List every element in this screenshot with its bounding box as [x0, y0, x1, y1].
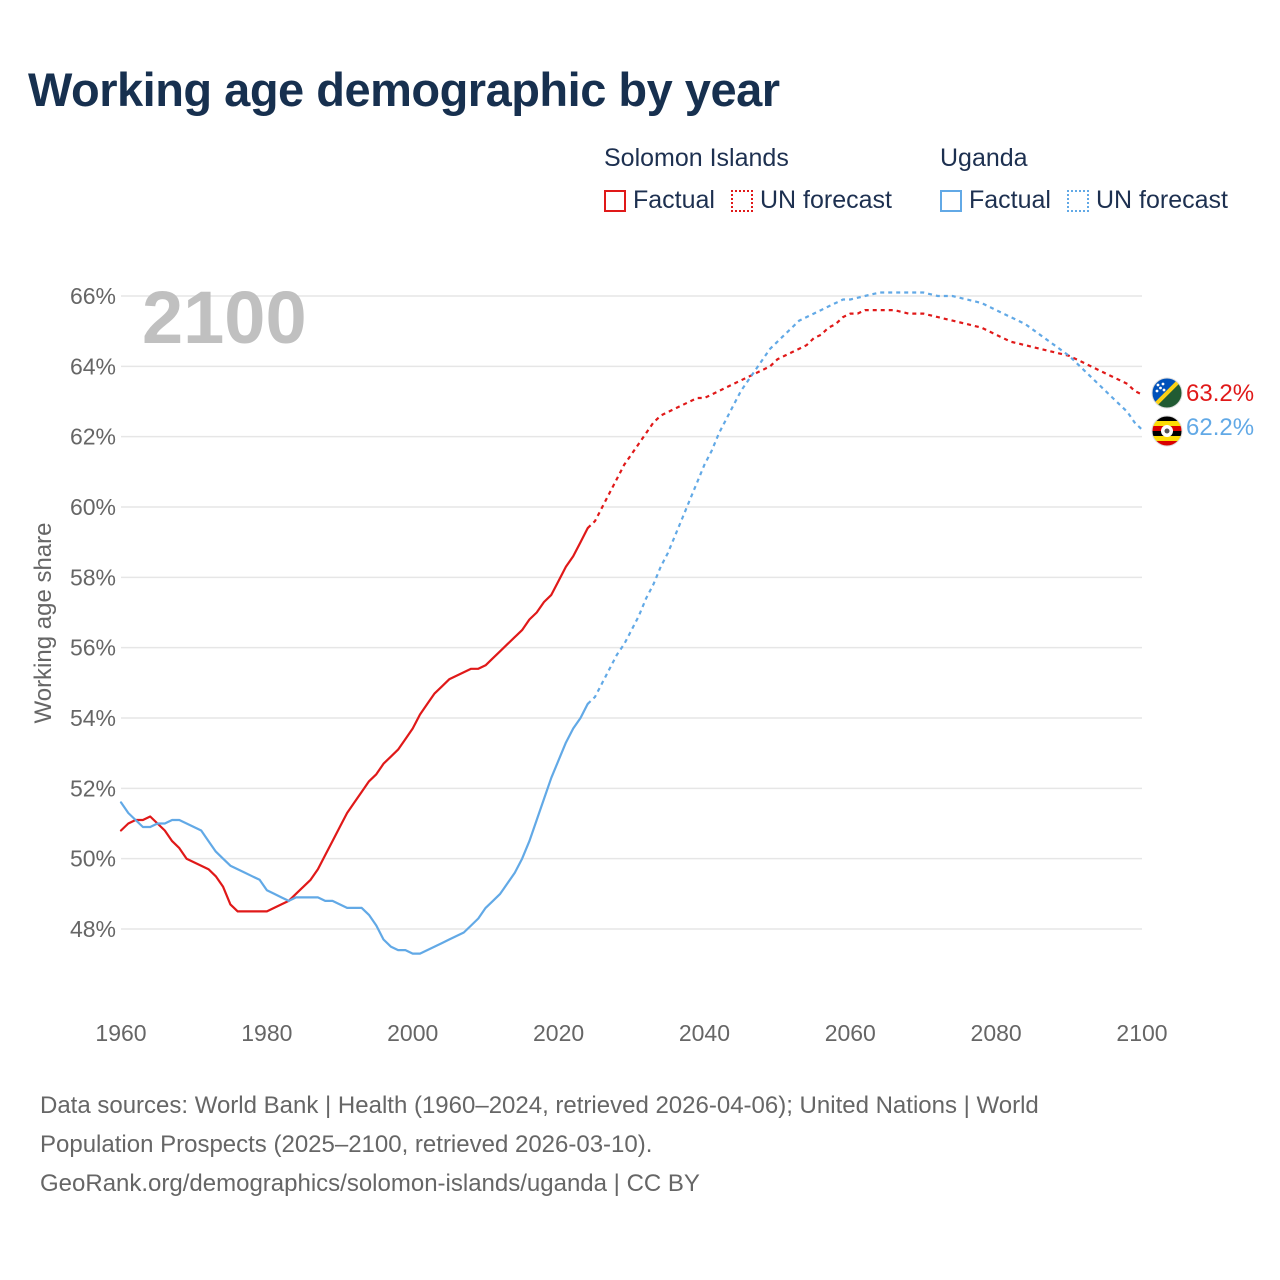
- legend-item-uganda-forecast[interactable]: UN forecast: [1066, 186, 1228, 215]
- legend-group-title: Uganda: [940, 144, 1028, 172]
- y-tick-label: 52%: [70, 775, 116, 801]
- end-label-solomon-islands: 63.2%: [1186, 380, 1254, 407]
- y-axis-label: Working age share: [30, 523, 57, 724]
- x-tick-label: 1980: [241, 1020, 292, 1046]
- legend-item-solomon-forecast[interactable]: UN forecast: [730, 186, 892, 215]
- y-tick-label: 50%: [70, 846, 116, 872]
- y-tick-label: 60%: [70, 494, 116, 520]
- end-label-uganda: 62.2%: [1186, 414, 1254, 441]
- solomon-islands-flag: [1151, 377, 1183, 409]
- y-tick-label: 66%: [70, 283, 116, 309]
- legend-group-title: Solomon Islands: [604, 144, 789, 172]
- legend-label: Factual: [633, 186, 715, 214]
- y-tick-label: 54%: [70, 705, 116, 731]
- data-sources: Data sources: World Bank | Health (1960–…: [40, 1086, 1220, 1203]
- legend-group-solomon-islands: Solomon Islands Factual UN forecast: [604, 144, 892, 214]
- source-link[interactable]: GeoRank.org/demographics/solomon-islands…: [40, 1170, 700, 1197]
- legend-group-uganda: Uganda Factual UN forecast: [940, 144, 1228, 214]
- line-chart: 48% 50% 52% 54% 56% 58% 60% 62% 64% 66% 1960 1980 2…: [30, 276, 1254, 1046]
- series-line-factual-uganda[interactable]: [119, 702, 589, 955]
- series-line-forecast-uganda[interactable]: [586, 291, 1143, 705]
- x-tick-label: 2080: [971, 1020, 1022, 1046]
- y-tick-label: 64%: [70, 353, 116, 379]
- x-tick-label: 2000: [387, 1020, 438, 1046]
- legend-swatch-dotted: [1066, 189, 1089, 212]
- legend-swatch-solid: [940, 189, 962, 212]
- y-tick-label: 62%: [70, 424, 116, 450]
- x-tick-label: 2020: [533, 1020, 584, 1046]
- legend-label: Factual: [969, 186, 1051, 214]
- legend-item-solomon-factual[interactable]: Factual: [604, 186, 715, 215]
- source-line: Population Prospects (2025–2100, retriev…: [40, 1131, 653, 1158]
- x-tick-label: 1960: [95, 1020, 146, 1046]
- legend-swatch-dotted: [730, 189, 753, 212]
- chart-title: Working age demographic by year: [28, 63, 780, 116]
- legend-swatch-solid: [604, 189, 626, 212]
- legend-item-uganda-factual[interactable]: Factual: [940, 186, 1051, 215]
- uganda-flag: [1151, 415, 1183, 447]
- year-label: 2100: [142, 276, 307, 359]
- x-tick-label: 2100: [1116, 1020, 1167, 1046]
- series-line-forecast-solomon-islands[interactable]: [586, 309, 1143, 529]
- x-tick-label: 2060: [825, 1020, 876, 1046]
- legend-label: UN forecast: [1095, 186, 1228, 214]
- legend-label: UN forecast: [759, 186, 892, 214]
- y-tick-label: 48%: [70, 916, 116, 942]
- x-tick-label: 2040: [679, 1020, 730, 1046]
- source-line: Data sources: World Bank | Health (1960–…: [40, 1092, 1039, 1119]
- y-tick-label: 56%: [70, 635, 116, 661]
- series-line-factual-solomon-islands[interactable]: [119, 527, 589, 913]
- y-tick-label: 58%: [70, 564, 116, 590]
